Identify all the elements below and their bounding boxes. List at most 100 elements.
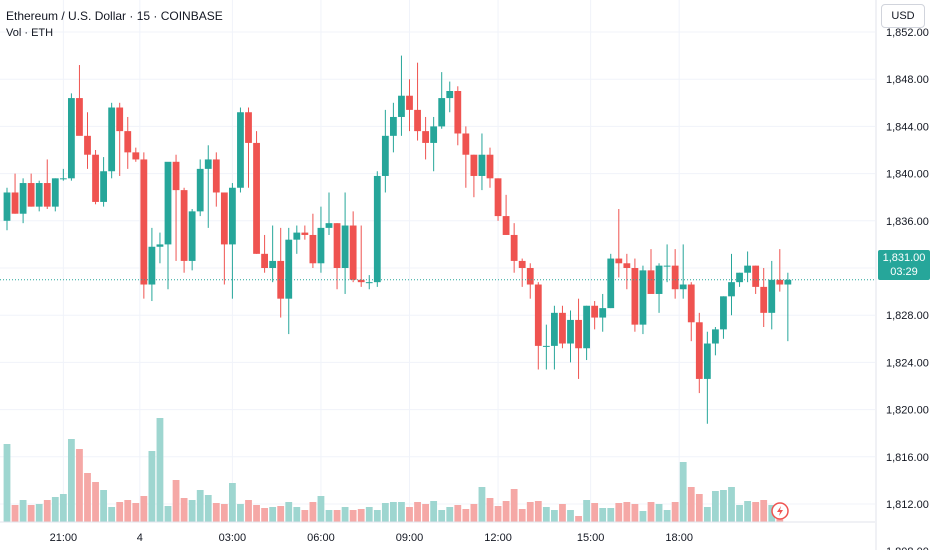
candle-body — [124, 131, 132, 153]
candle — [253, 131, 260, 254]
volume-bar — [695, 494, 703, 522]
candle-body — [19, 183, 27, 214]
candle-body — [430, 126, 438, 143]
time-tick-label: 06:00 — [307, 532, 335, 544]
candle — [494, 178, 502, 221]
volume-label: Vol · ETH — [6, 27, 54, 39]
candle-body — [51, 178, 59, 207]
volume-bar — [124, 500, 132, 522]
candle-body — [422, 131, 429, 143]
candle-body — [486, 154, 494, 179]
candle — [317, 206, 325, 273]
candle — [486, 147, 494, 188]
candle-body — [212, 159, 220, 193]
candle — [559, 305, 566, 349]
candle-body — [68, 98, 75, 179]
price-tick-label: 1,852.00 — [886, 27, 929, 39]
candle — [599, 293, 607, 332]
candle — [84, 112, 91, 169]
candle — [502, 194, 510, 235]
volume-bar — [712, 491, 719, 522]
candle-body — [559, 312, 566, 344]
volume-bar — [390, 502, 397, 522]
candle-body — [712, 329, 719, 344]
volume-bar — [752, 502, 760, 522]
volume-bar — [599, 508, 607, 522]
volume-bar — [309, 502, 317, 522]
candle — [204, 145, 212, 228]
candle-body — [462, 133, 470, 155]
volume-bar — [301, 510, 309, 522]
candle-body — [357, 279, 365, 283]
volume-bar — [229, 483, 236, 522]
candle-body — [349, 225, 357, 280]
candle — [277, 227, 285, 318]
candle-body — [623, 263, 631, 268]
volume-bar — [341, 507, 349, 522]
candle-body — [341, 225, 349, 268]
time-tick-label: 18:00 — [665, 532, 693, 544]
volume-bar — [269, 507, 277, 522]
volume-bar — [760, 500, 768, 522]
volume-bars — [3, 418, 784, 522]
candle — [720, 296, 727, 339]
candle-body — [196, 168, 204, 212]
candle-body — [76, 98, 83, 136]
candle — [357, 225, 365, 287]
volume-bar — [35, 504, 43, 522]
candle — [43, 159, 51, 209]
volume-bar — [43, 500, 51, 522]
candle — [462, 126, 470, 188]
candle — [728, 253, 735, 316]
candle-body — [510, 234, 518, 261]
candle — [309, 213, 317, 268]
candle-body — [406, 95, 413, 110]
candle — [229, 183, 236, 299]
candle — [92, 150, 99, 205]
candle — [148, 227, 156, 302]
candle-body — [269, 260, 277, 268]
candle-body — [293, 232, 301, 240]
price-tick-label: 1,812.00 — [886, 499, 929, 511]
volume-bar — [534, 501, 542, 522]
candle-body — [325, 223, 333, 228]
candle — [470, 154, 478, 198]
candle — [607, 253, 615, 309]
candle — [140, 152, 148, 299]
candle — [414, 62, 421, 141]
lightning-icon[interactable] — [771, 502, 789, 520]
candle — [68, 93, 75, 181]
candle-body — [607, 258, 615, 309]
volume-bar — [333, 510, 341, 522]
volume-bar — [373, 510, 381, 522]
volume-bar — [245, 500, 252, 522]
candle — [124, 116, 132, 169]
candle-body — [744, 265, 751, 273]
candle-body — [381, 135, 389, 176]
currency-selector[interactable]: USD — [881, 4, 925, 28]
price-tick-label: 1,848.00 — [886, 74, 929, 86]
candle — [736, 272, 743, 287]
candle-body — [390, 116, 397, 136]
volume-bar — [551, 510, 558, 522]
candle-body — [551, 312, 558, 346]
candle-body — [687, 284, 695, 323]
candle — [639, 265, 647, 335]
candle-body — [470, 154, 478, 176]
volume-bar — [100, 490, 107, 522]
volume-bar — [365, 507, 373, 522]
candle — [3, 187, 11, 231]
volume-bar — [454, 505, 462, 522]
candle — [172, 154, 180, 261]
candle-body — [237, 112, 244, 188]
candle — [333, 223, 341, 290]
volume-bar — [655, 504, 663, 522]
candle-body — [534, 284, 542, 346]
candle-body — [768, 279, 776, 313]
candle — [212, 152, 220, 207]
volume-bar — [639, 511, 647, 522]
candle — [615, 209, 623, 278]
candle-body — [43, 183, 51, 207]
price-tick-label: 1,820.00 — [886, 405, 929, 417]
